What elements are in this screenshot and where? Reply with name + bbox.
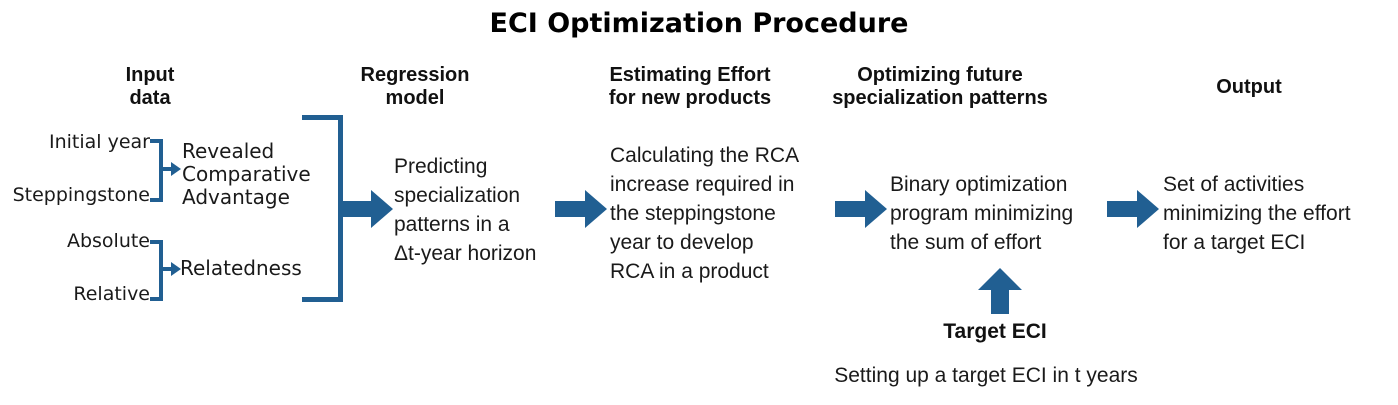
target-eci-caption: Setting up a target ECI in t years [834,364,1138,387]
flow-arrow-right-icon [341,190,393,228]
label-relative: Relative [73,283,150,305]
step-body-optimization: Binary optimization program minimizing t… [890,173,1074,254]
step-body-regression: Predicting specialization patterns in a … [394,155,537,265]
flow-arrow-right-icon [835,190,887,228]
flow-arrow-right-icon [555,190,607,228]
column-header-input-data: Input data [125,64,175,109]
label-relatedness: Relatedness [180,256,302,280]
relatedness-merge-arrow-icon [159,262,181,276]
column-header-estimating-effort: Estimating Effort for new products [608,64,772,109]
column-header-output: Output [1216,76,1282,98]
step-body-output: Set of activities minimizing the effort … [1163,173,1351,254]
target-eci-label: Target ECI [943,320,1047,343]
column-header-regression-model: Regression model [360,64,470,109]
label-initial-year: Initial year [48,131,150,153]
column-header-optimizing-patterns: Optimizing future specialization pattern… [832,64,1048,109]
rca-merge-arrow-icon [159,162,181,176]
flow-arrow-right-icon [1107,190,1159,228]
label-steppingstone: Steppingstone [12,184,150,206]
label-revealed-comparative-advantage: Revealed Comparative Advantage [182,139,311,209]
diagram-title: ECI Optimization Procedure [489,8,909,39]
input-collect-bracket [302,115,343,302]
target-eci-arrow-up-icon [978,268,1022,314]
label-absolute: Absolute [66,230,150,252]
step-body-effort: Calculating the RCA increase required in… [610,144,800,283]
